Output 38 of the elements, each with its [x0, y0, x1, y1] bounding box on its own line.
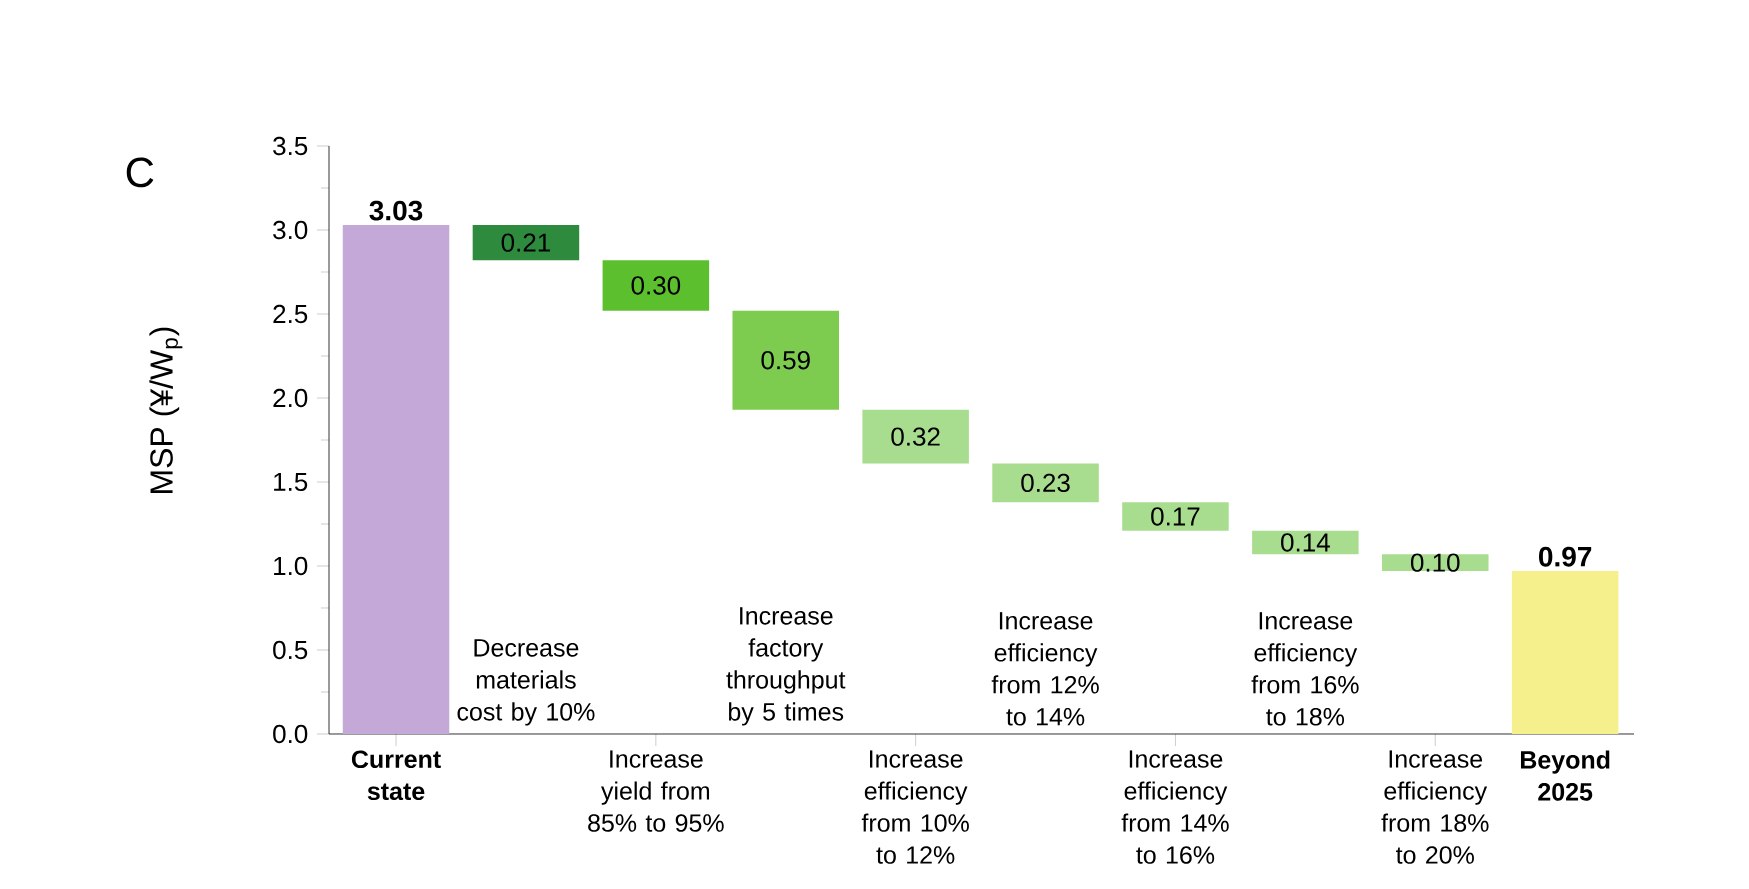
data-label: 0.21: [501, 233, 550, 252]
y-tick-label: 2.5: [273, 304, 308, 324]
x-tick-label: Increase factory throughput by 5 times: [726, 607, 846, 726]
y-tick-label: 0.5: [273, 640, 308, 660]
y-tick-label: 1.5: [274, 472, 308, 492]
bar: [342, 224, 450, 734]
x-tick-label: Current state: [351, 750, 441, 801]
x-tick-label: Increase yield from 85% to 95%: [588, 750, 724, 832]
text: C: [126, 157, 154, 188]
data-label: 0.32: [891, 427, 940, 446]
y-tick-label: 1.0: [274, 556, 308, 576]
data-label: 0.30: [631, 276, 681, 295]
x-tick-label: Increase efficiency from 16% to 18%: [1251, 612, 1359, 726]
x-tick-label: Increase efficiency from 18% to 20%: [1381, 750, 1489, 864]
bar: [602, 260, 710, 311]
x-tick-label: Increase efficiency from 14% to 16%: [1121, 750, 1229, 864]
data-label: 0.97: [1539, 546, 1592, 567]
data-label: 0.59: [761, 350, 810, 370]
y-tick-label: 3.0: [273, 220, 308, 240]
bar: [732, 310, 839, 410]
bar: [862, 409, 969, 464]
bar: [992, 463, 1099, 503]
y-tick-label: 3.5: [273, 136, 308, 156]
y-axis-title: MSP (¥/W$_{p}$): [149, 327, 183, 493]
x-tick-label: Increase efficiency from 12% to 14%: [991, 612, 1099, 726]
x-tick-label: Increase efficiency from 10% to 12%: [861, 750, 969, 864]
data-label: 0.17: [1151, 507, 1200, 526]
data-label: 0.14: [1281, 533, 1330, 552]
bar: [472, 224, 580, 261]
x-tick-label: Beyond 2025: [1520, 750, 1610, 801]
data-label: 0.10: [1410, 553, 1460, 572]
bar: [1122, 502, 1229, 531]
bar: [1511, 571, 1619, 734]
data-label: 3.03: [369, 200, 423, 221]
y-tick-label: 2.0: [273, 388, 308, 408]
x-tick-label: Decrease materials cost by 10%: [457, 639, 595, 726]
y-tick-label: 0.0: [273, 724, 308, 744]
data-label: 0.23: [1021, 473, 1070, 493]
